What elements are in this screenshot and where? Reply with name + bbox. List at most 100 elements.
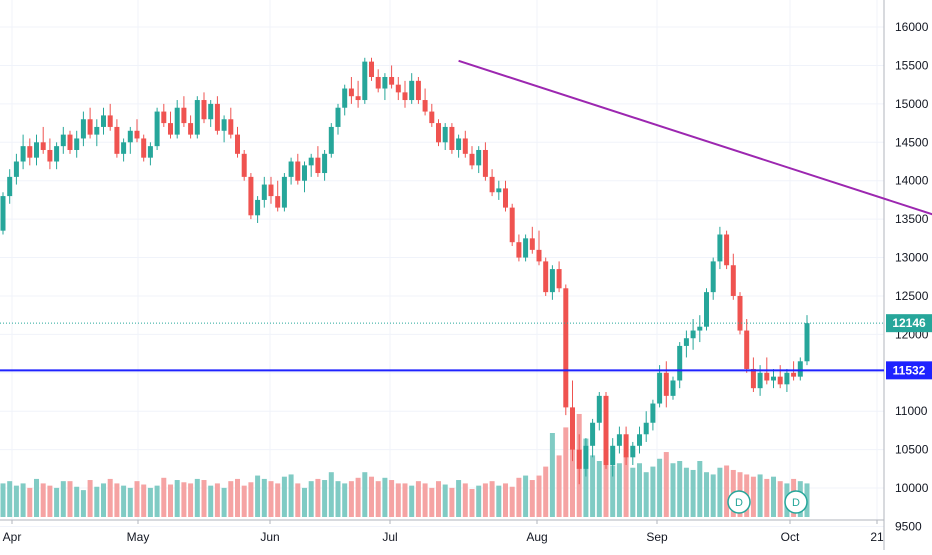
candle-body[interactable]	[764, 372, 770, 381]
candle-body[interactable]	[114, 126, 120, 154]
trendline[interactable]	[458, 59, 932, 295]
candle-body[interactable]	[228, 119, 234, 135]
candle-body[interactable]	[315, 157, 321, 174]
candle-body[interactable]	[40, 142, 46, 150]
candle-body[interactable]	[147, 146, 153, 158]
candle-body[interactable]	[342, 88, 348, 108]
candle-body[interactable]	[54, 146, 60, 162]
candle-body[interactable]	[750, 368, 756, 389]
candle-body[interactable]	[275, 196, 281, 208]
candle-body[interactable]	[34, 142, 39, 158]
candle-body[interactable]	[590, 422, 596, 446]
candle-body[interactable]	[101, 115, 106, 127]
candle-body[interactable]	[308, 157, 314, 166]
candle-body[interactable]	[576, 449, 582, 469]
candle-body[interactable]	[355, 96, 361, 101]
candle-body[interactable]	[295, 161, 301, 181]
candle-body[interactable]	[194, 100, 200, 135]
candle-body[interactable]	[529, 238, 535, 250]
candle-body[interactable]	[449, 126, 455, 150]
candle-body[interactable]	[241, 153, 247, 177]
candle-body[interactable]	[777, 376, 783, 385]
candle-body[interactable]	[422, 100, 428, 112]
candle-body[interactable]	[717, 234, 723, 262]
candle-body[interactable]	[328, 126, 334, 154]
candle-body[interactable]	[134, 130, 140, 139]
candle-body[interactable]	[67, 134, 73, 150]
candle-body[interactable]	[724, 234, 730, 266]
candle-body[interactable]	[804, 323, 810, 362]
candle-body[interactable]	[509, 207, 515, 243]
candle-body[interactable]	[744, 330, 750, 369]
candle-body[interactable]	[13, 161, 19, 177]
candle-body[interactable]	[503, 188, 508, 208]
candle-body[interactable]	[248, 176, 254, 216]
candle-body[interactable]	[395, 84, 401, 93]
candle-body[interactable]	[375, 76, 381, 89]
candle-body[interactable]	[630, 445, 636, 458]
candle-body[interactable]	[496, 188, 502, 193]
candle-body[interactable]	[643, 422, 649, 435]
candle-body[interactable]	[161, 111, 167, 124]
candle-body[interactable]	[27, 146, 33, 158]
candle-body[interactable]	[482, 149, 488, 177]
candle-body[interactable]	[154, 111, 160, 147]
candle-body[interactable]	[516, 242, 522, 258]
dividend-marker[interactable]	[784, 490, 808, 514]
candle-body[interactable]	[302, 165, 307, 181]
candle-body[interactable]	[563, 288, 569, 408]
candle-body[interactable]	[456, 138, 462, 150]
candle-body[interactable]	[362, 61, 368, 101]
candle-body[interactable]	[710, 261, 716, 293]
candle-body[interactable]	[255, 199, 261, 216]
candle-body[interactable]	[389, 76, 395, 85]
candle-body[interactable]	[348, 88, 354, 97]
candle-body[interactable]	[737, 295, 743, 331]
candle-body[interactable]	[462, 138, 468, 154]
candle-body[interactable]	[288, 161, 294, 177]
candle-body[interactable]	[442, 126, 448, 143]
candle-body[interactable]	[429, 111, 435, 124]
candle-body[interactable]	[489, 176, 495, 193]
candle-body[interactable]	[261, 184, 267, 200]
candle-body[interactable]	[771, 376, 776, 381]
candle-body[interactable]	[382, 76, 388, 89]
candle-body[interactable]	[201, 100, 207, 120]
candle-body[interactable]	[335, 107, 341, 127]
candle-body[interactable]	[543, 261, 549, 293]
candle-body[interactable]	[127, 130, 133, 143]
candle-body[interactable]	[436, 123, 441, 143]
candle-body[interactable]	[322, 153, 328, 174]
candle-body[interactable]	[690, 330, 696, 339]
candle-body[interactable]	[208, 103, 214, 120]
candle-body[interactable]	[469, 153, 475, 166]
candle-body[interactable]	[281, 176, 287, 208]
candle-body[interactable]	[188, 123, 194, 135]
candle-body[interactable]	[757, 372, 763, 389]
candle-body[interactable]	[94, 126, 100, 135]
candle-body[interactable]	[107, 115, 113, 127]
dividend-marker[interactable]	[727, 490, 751, 514]
candle-body[interactable]	[549, 269, 555, 293]
candle-body[interactable]	[60, 134, 66, 147]
candle-body[interactable]	[663, 372, 669, 396]
candle-body[interactable]	[791, 372, 797, 377]
candle-body[interactable]	[74, 138, 80, 150]
candle-body[interactable]	[730, 265, 736, 296]
candle-body[interactable]	[121, 142, 127, 154]
candle-body[interactable]	[623, 434, 629, 458]
candle-body[interactable]	[683, 338, 689, 346]
candle-body[interactable]	[637, 434, 642, 446]
candle-body[interactable]	[797, 361, 803, 377]
candle-body[interactable]	[221, 119, 227, 131]
candle-body[interactable]	[168, 123, 173, 135]
candle-body[interactable]	[80, 119, 86, 139]
candle-body[interactable]	[402, 92, 408, 101]
candle-body[interactable]	[697, 326, 703, 331]
candle-body[interactable]	[784, 372, 790, 385]
candle-body[interactable]	[235, 134, 240, 154]
candle-body[interactable]	[677, 345, 683, 381]
candle-body[interactable]	[670, 380, 676, 396]
candle-body[interactable]	[415, 80, 421, 101]
